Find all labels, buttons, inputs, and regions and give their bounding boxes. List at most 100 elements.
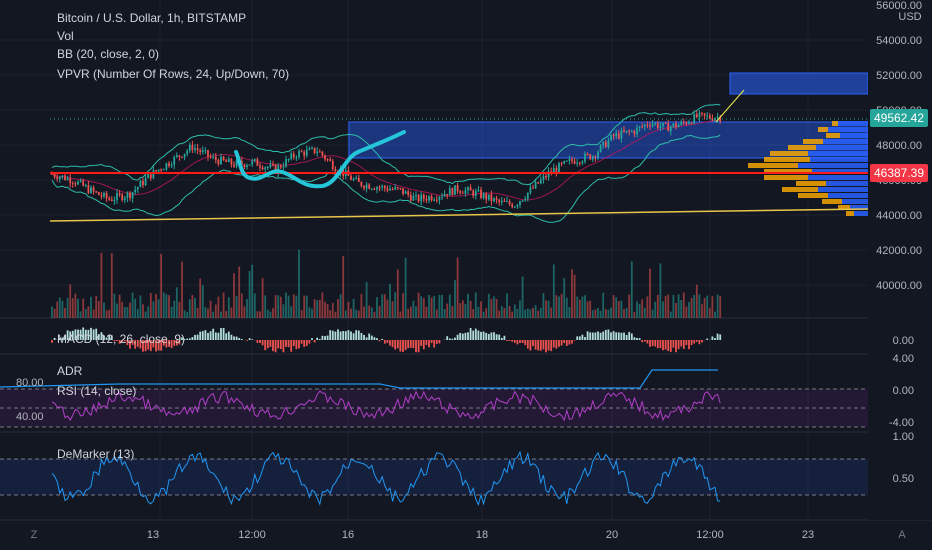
projection-arrow-line[interactable] xyxy=(715,89,745,123)
vpvr-row-down xyxy=(822,199,842,204)
candle-body xyxy=(493,198,495,202)
volume-bar xyxy=(321,292,324,318)
brush-drawing-curve[interactable] xyxy=(234,130,406,189)
macd-histogram-bar xyxy=(472,330,475,340)
macd-legend: MACD (12, 26, close, 9) xyxy=(57,332,185,346)
candle-body xyxy=(373,188,376,190)
volume-bar xyxy=(630,261,633,318)
volume-bar xyxy=(103,302,105,318)
price-tick: 44000.00 xyxy=(876,210,922,222)
volume-bar xyxy=(51,306,53,318)
volume-bar xyxy=(121,301,124,318)
volume-bar xyxy=(493,296,495,318)
macd-histogram-bar xyxy=(142,340,144,352)
volume-bar xyxy=(131,292,134,318)
macd-histogram-bar xyxy=(144,340,147,352)
candle-body xyxy=(58,176,61,180)
macd-histogram-bar xyxy=(235,336,238,340)
price-axis[interactable] xyxy=(868,0,932,520)
volume-bar xyxy=(467,293,469,318)
candle-body xyxy=(230,158,233,165)
candles[interactable] xyxy=(51,110,722,209)
candle-body xyxy=(469,187,472,191)
candle-body xyxy=(638,126,641,128)
candle-body xyxy=(152,170,155,179)
volume-bar xyxy=(305,295,308,318)
volume-bar xyxy=(201,285,204,318)
candle-body xyxy=(430,196,433,201)
candle-body xyxy=(207,150,209,157)
volume-bar xyxy=(591,310,594,318)
volume-bar xyxy=(118,294,121,318)
macd-histogram-bar xyxy=(417,340,420,353)
candle-body xyxy=(485,193,488,200)
target-zone-box[interactable] xyxy=(729,72,869,95)
macd-histogram-bar xyxy=(578,336,581,340)
candle-body xyxy=(79,180,82,182)
macd-histogram-bar xyxy=(264,340,267,351)
candle-body xyxy=(610,134,612,141)
candle-body xyxy=(292,153,295,158)
candle-body xyxy=(274,164,277,174)
volume-bar xyxy=(209,300,212,318)
candle-body xyxy=(513,206,516,208)
vpvr-row-up xyxy=(823,139,868,144)
time-axis[interactable]: 13 12:00 16 18 20 12:00 23 xyxy=(147,529,814,541)
macd-histogram-bar xyxy=(295,340,298,350)
macd-histogram-bar xyxy=(287,340,290,348)
candle-body xyxy=(285,159,287,167)
macd-histogram-bar xyxy=(604,329,607,340)
volume-bar xyxy=(256,311,259,318)
volume-bar xyxy=(607,309,610,318)
volume-bar xyxy=(360,293,363,318)
candle-body xyxy=(555,168,558,173)
volume-bar xyxy=(152,301,155,318)
macd-histogram-bar xyxy=(701,340,703,343)
support-trendline[interactable] xyxy=(49,208,869,222)
volume-bar xyxy=(139,295,142,318)
candle-body xyxy=(300,151,303,153)
macd-histogram-bar xyxy=(656,340,659,349)
macd-histogram-bar xyxy=(402,340,404,353)
macd-histogram-bar xyxy=(277,340,280,349)
candle-body xyxy=(682,121,685,123)
volume-bar xyxy=(399,311,402,318)
macd-histogram-bar xyxy=(74,329,77,340)
macd-histogram-bar xyxy=(246,340,248,341)
macd-histogram-bar xyxy=(51,340,53,343)
volume-bar xyxy=(194,298,196,318)
candle-body xyxy=(448,188,451,196)
volume-bar xyxy=(550,307,553,318)
candle-body xyxy=(318,151,321,153)
volume-bar xyxy=(373,311,376,318)
volume-bar xyxy=(573,274,576,318)
macd-histogram-bar xyxy=(69,331,72,340)
volume-bar xyxy=(675,302,677,318)
volume-bar xyxy=(568,307,571,318)
timezone-button[interactable]: Z xyxy=(31,529,38,541)
volume-bar xyxy=(235,296,238,318)
volume-bar xyxy=(199,278,202,318)
volume-bar xyxy=(238,266,241,318)
macd-histogram-bar xyxy=(147,340,150,350)
candle-body xyxy=(472,190,475,196)
time-label: 20 xyxy=(606,529,618,541)
candle-body xyxy=(97,192,100,196)
volume-bar xyxy=(638,303,641,318)
macd-histogram-bar xyxy=(565,340,568,346)
macd-histogram-bar xyxy=(586,331,589,340)
volume-bars xyxy=(51,249,722,318)
volume-bar xyxy=(612,295,615,318)
volume-bar xyxy=(646,296,649,318)
volume-bar xyxy=(628,294,631,318)
vpvr-row-down xyxy=(803,139,823,144)
volume-bar xyxy=(623,309,625,318)
volume-bar xyxy=(178,301,181,318)
auto-scale-button[interactable]: A xyxy=(898,529,906,541)
macd-histogram-bar xyxy=(617,332,620,340)
volume-bar xyxy=(196,307,199,318)
candle-body xyxy=(615,133,618,137)
volume-bar xyxy=(191,295,194,318)
macd-histogram-bar xyxy=(539,340,542,351)
